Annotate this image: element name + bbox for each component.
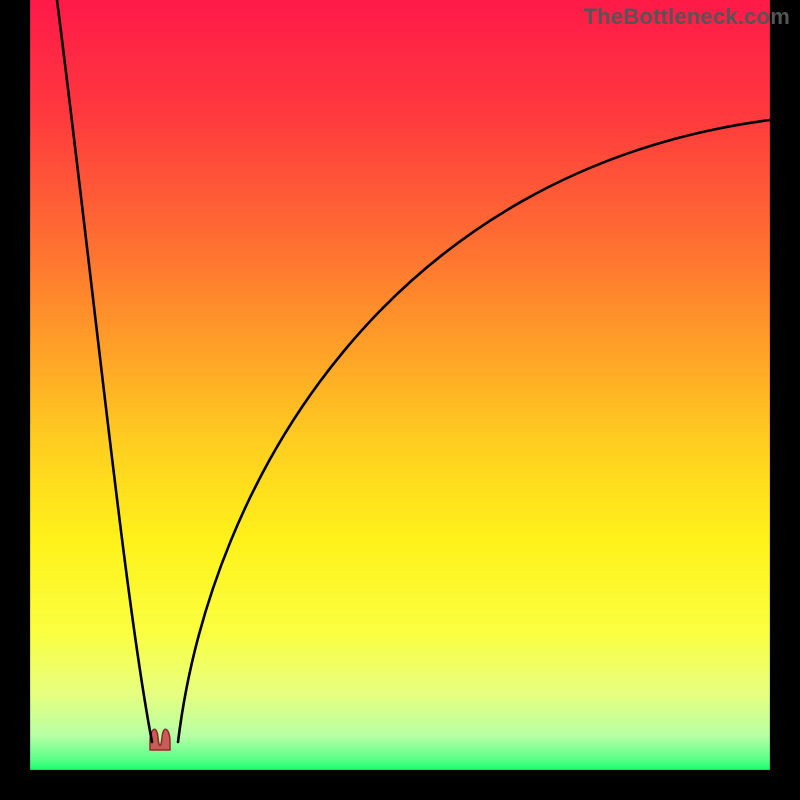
bottleneck-curve-left — [57, 0, 152, 742]
watermark-text: TheBottleneck.com — [584, 4, 790, 30]
border-bottom — [0, 770, 800, 800]
chart-container: TheBottleneck.com — [0, 0, 800, 800]
chart-overlay — [0, 0, 800, 800]
bottleneck-curve-right — [178, 120, 770, 742]
border-left — [0, 0, 30, 800]
frame-border — [0, 0, 800, 800]
border-right — [770, 0, 800, 800]
dip-marker — [150, 729, 170, 750]
